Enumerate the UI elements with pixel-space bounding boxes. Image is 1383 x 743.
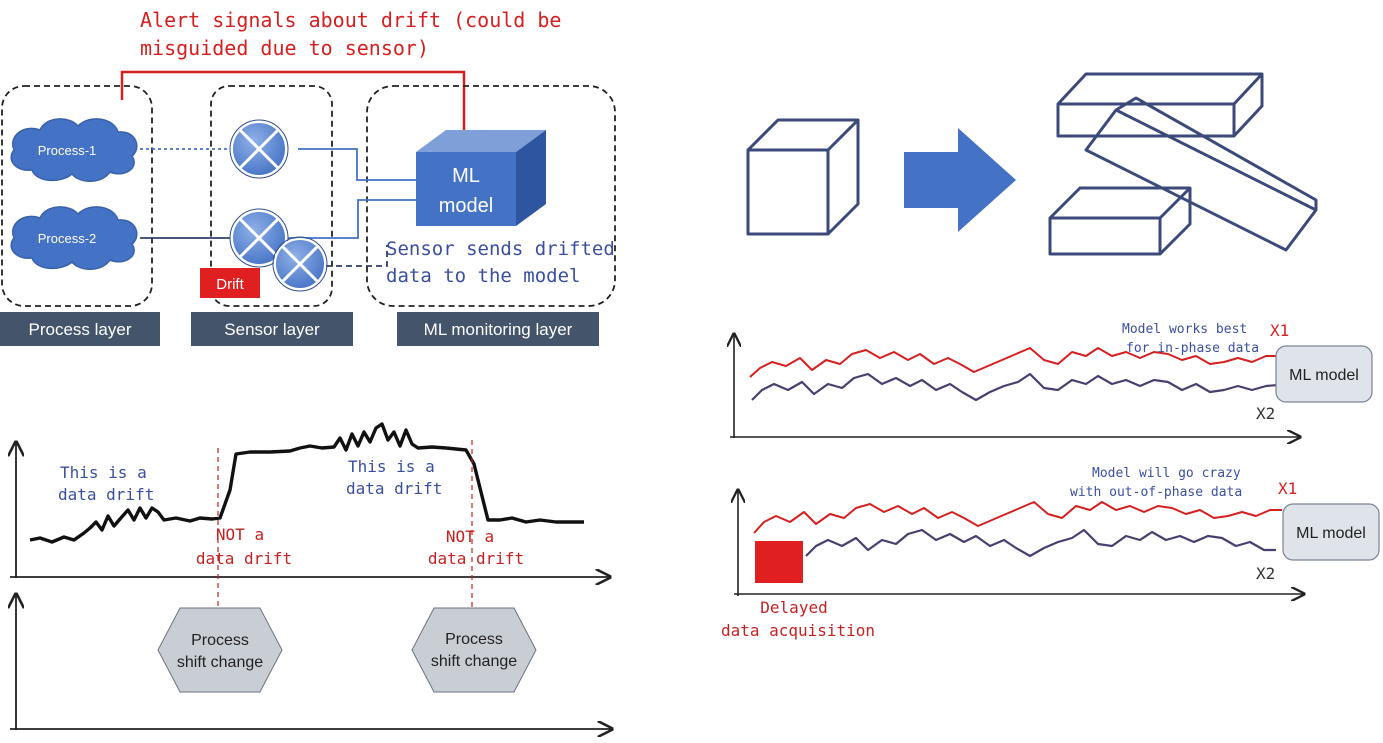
alert-text-line2: misguided due to sensor): [140, 36, 429, 60]
out-of-phase-note-line1: Model will go crazy: [1092, 466, 1241, 481]
svg-text:Process: Process: [191, 632, 249, 649]
scattered-blocks-icon: [1048, 72, 1318, 256]
process-layer-container: [1, 85, 153, 307]
ml-monitoring-layer-container: [366, 85, 616, 307]
transform-arrow-icon: [904, 128, 1016, 232]
out-of-phase-model-box: ML model: [1282, 503, 1380, 561]
in-phase-x1-line: [749, 347, 1276, 378]
in-phase-chart: ML model Model works best for in-phase d…: [730, 321, 1373, 438]
svg-text:ML model: ML model: [1289, 367, 1359, 384]
sensor1-to-model-line: [298, 148, 416, 181]
svg-text:shift change: shift change: [177, 654, 263, 671]
out-of-phase-x2-label: X2: [1256, 564, 1275, 583]
ml-model-cube: ML model: [416, 130, 546, 226]
delay-label-line2: data acquisition: [721, 621, 875, 640]
drift-note-right-line1: This is a: [348, 457, 435, 476]
sensor2-to-model-line: [288, 199, 416, 239]
not-drift-1-line1: NOT a: [216, 525, 264, 544]
svg-text:Process-2: Process-2: [38, 231, 97, 246]
out-of-phase-x1-label: X1: [1278, 479, 1297, 498]
delay-block: [755, 541, 803, 583]
svg-text:Drift: Drift: [216, 276, 244, 293]
drift-badge: Drift: [200, 268, 260, 298]
svg-text:shift change: shift change: [431, 653, 517, 670]
svg-text:ML: ML: [452, 165, 480, 187]
sensor-layer-label: Sensor layer: [191, 312, 353, 346]
process-2-cloud: Process-2: [10, 206, 138, 270]
out-of-phase-note-line2: with out-of-phase data: [1070, 485, 1242, 500]
in-phase-x2-line: [751, 372, 1279, 402]
svg-text:Process-1: Process-1: [38, 143, 97, 158]
process-1-cloud: Process-1: [10, 118, 138, 182]
not-drift-1-line2: data drift: [196, 549, 292, 568]
out-of-phase-chart: ML model Model will go crazy with out-of…: [721, 466, 1380, 640]
sensor-layer-container: [210, 85, 333, 307]
drift-signal-line: [29, 422, 584, 544]
cube-transformation-diagram: [746, 72, 1318, 256]
drift-note-right-line2: data drift: [346, 479, 442, 498]
in-phase-model-box: ML model: [1275, 345, 1373, 403]
svg-text:model: model: [439, 195, 493, 217]
architecture-diagram: Alert signals about drift (could be misg…: [0, 8, 616, 346]
delay-label-line1: Delayed: [760, 598, 827, 617]
not-drift-2-line1: NOT a: [446, 527, 494, 546]
in-phase-x2-label: X2: [1256, 404, 1275, 423]
drifted-sensor-icon: [272, 236, 328, 292]
single-cube-icon: [746, 118, 860, 236]
svg-text:ML model: ML model: [1296, 525, 1366, 542]
drift-note-left-line1: This is a: [60, 463, 147, 482]
process-layer-label: Process layer: [0, 312, 160, 346]
in-phase-x1-label: X1: [1270, 321, 1289, 340]
shift-change-hexagon-2: Process shift change: [411, 607, 537, 693]
sensor-note-line1: Sensor sends drifted: [386, 238, 615, 260]
shift-timeline: Process shift change Process shift chang…: [10, 594, 612, 730]
out-of-phase-x2-line: [805, 528, 1276, 558]
sensor-2-icon: [229, 208, 289, 268]
svg-text:Process layer: Process layer: [29, 320, 132, 339]
drift-note-left-line2: data drift: [58, 485, 154, 504]
out-of-phase-x1-line: [753, 501, 1282, 534]
ml-monitoring-layer-label: ML monitoring layer: [397, 312, 599, 346]
in-phase-note-line1: Model works best: [1122, 322, 1247, 337]
alert-feedback-line: [120, 70, 466, 140]
svg-text:Process: Process: [445, 631, 503, 648]
svg-text:ML monitoring layer: ML monitoring layer: [424, 320, 573, 339]
sensor-note-line2: data to the model: [386, 265, 580, 287]
drifted-sensor-dashed-line: [326, 245, 388, 267]
shift-change-hexagon-1: Process shift change: [157, 607, 283, 693]
not-drift-2-line2: data drift: [428, 549, 524, 568]
svg-text:Sensor layer: Sensor layer: [224, 320, 320, 339]
drift-chart: This is a data drift This is a data drif…: [10, 422, 610, 612]
alert-text-line1: Alert signals about drift (could be: [140, 8, 561, 32]
sensor-1-icon: [229, 119, 289, 179]
in-phase-note-line2: for in-phase data: [1126, 341, 1259, 356]
